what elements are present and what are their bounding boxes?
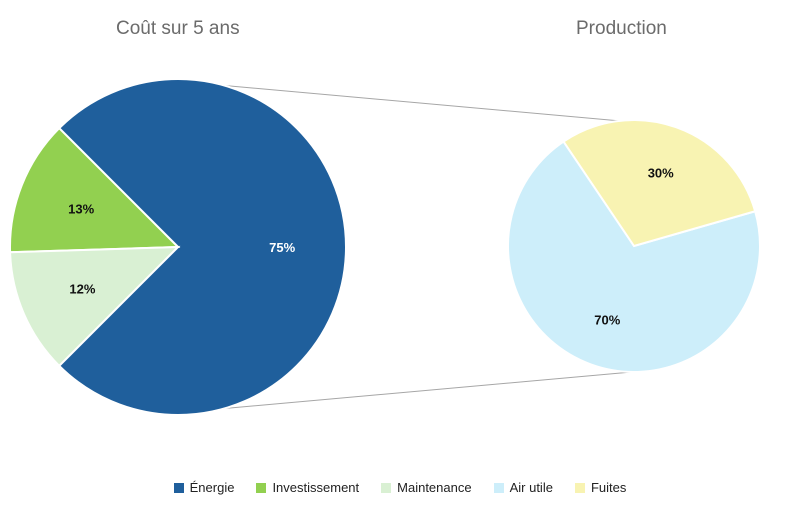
legend-swatch bbox=[381, 482, 392, 493]
legend-label: Air utile bbox=[509, 480, 553, 495]
legend-item-investissement: Investissement bbox=[256, 480, 359, 495]
legend-label: Énergie bbox=[189, 480, 235, 495]
legend-swatch bbox=[493, 482, 504, 493]
legend-item-energie: Énergie bbox=[173, 480, 235, 495]
legend-label: Maintenance bbox=[397, 480, 472, 495]
production-pie-data-label-1: 30% bbox=[648, 166, 674, 181]
cost-pie-data-label-1: 13% bbox=[68, 202, 94, 217]
cost-pie-slice-1 bbox=[9, 126, 181, 254]
legend-swatch bbox=[256, 482, 267, 493]
left-chart-title: Coût sur 5 ans bbox=[116, 18, 240, 39]
production-pie-slice-1 bbox=[562, 119, 757, 248]
legend-swatch bbox=[574, 482, 585, 493]
connector-line-0 bbox=[185, 81, 644, 124]
legend: Énergie Investissement Maintenance Air u… bbox=[0, 480, 800, 495]
production-pie-slice-0 bbox=[507, 140, 761, 373]
cost-pie-data-label-2: 12% bbox=[69, 281, 95, 296]
cost-pie-slice-0 bbox=[57, 78, 347, 416]
connector-line-1 bbox=[185, 370, 644, 413]
legend-item-air-utile: Air utile bbox=[493, 480, 553, 495]
cost-pie-data-label-0: 75% bbox=[269, 240, 295, 255]
legend-label: Fuites bbox=[590, 480, 627, 495]
production-pie-data-label-0: 70% bbox=[594, 312, 620, 327]
legend-item-fuites: Fuites bbox=[574, 480, 627, 495]
cost-pie-slice-2 bbox=[9, 245, 181, 368]
legend-item-maintenance: Maintenance bbox=[381, 480, 472, 495]
legend-swatch bbox=[173, 482, 184, 493]
legend-label: Investissement bbox=[272, 480, 360, 495]
right-chart-title: Production bbox=[576, 18, 667, 39]
